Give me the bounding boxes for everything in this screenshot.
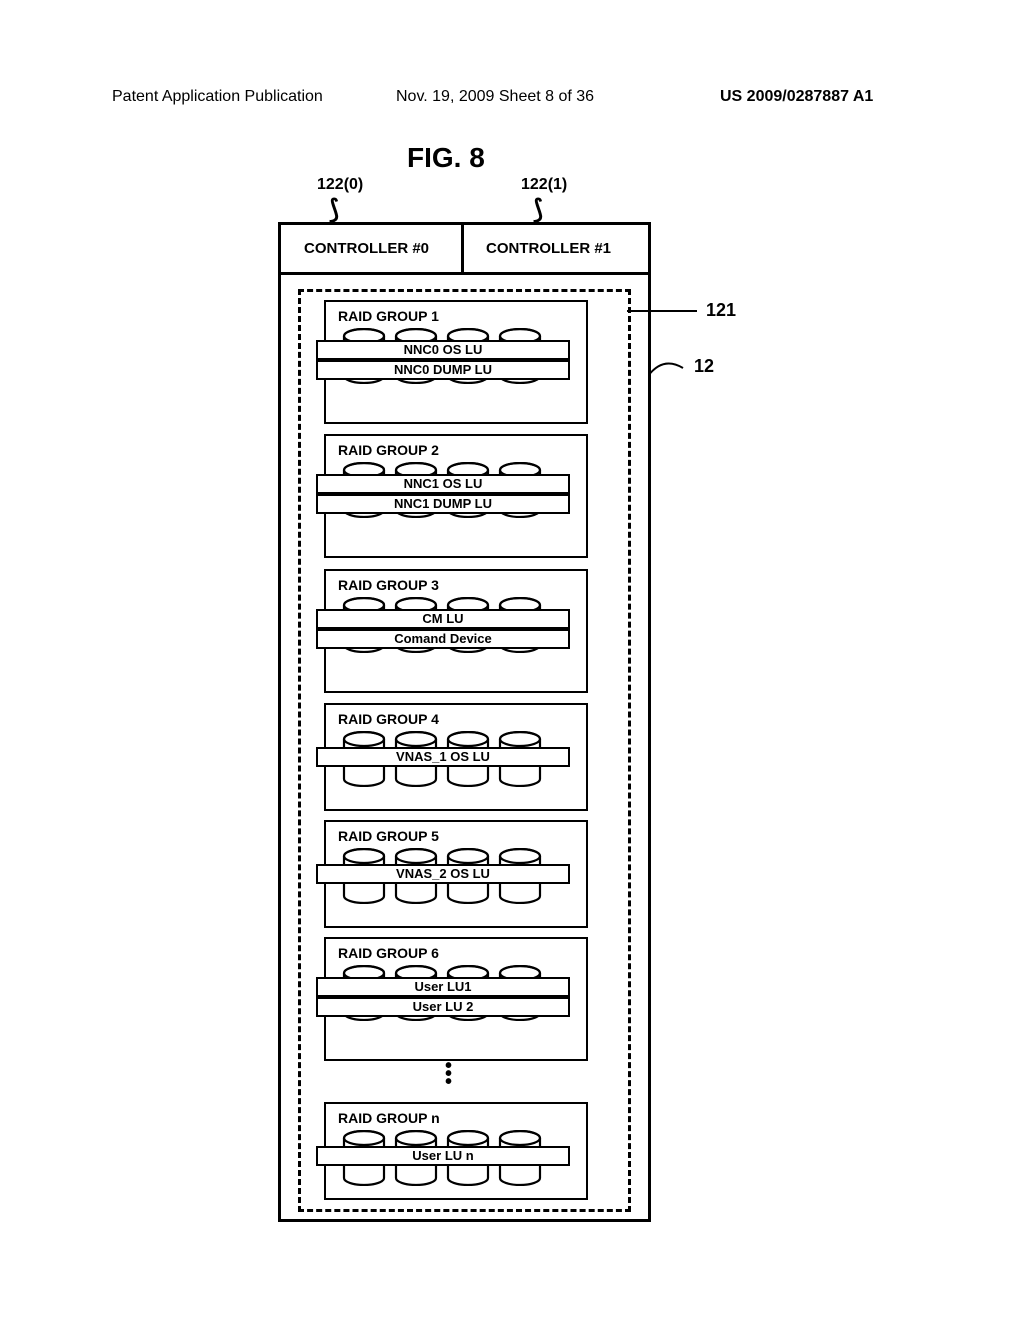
hook-icon: ⟆	[533, 194, 543, 225]
lu-bar: NNC0 OS LU	[316, 340, 570, 360]
lu-bar: User LU 2	[316, 997, 570, 1017]
lu-bar: NNC1 DUMP LU	[316, 494, 570, 514]
header-left: Patent Application Publication	[112, 88, 323, 106]
page: Patent Application Publication Nov. 19, …	[0, 0, 1024, 1320]
header-right: US 2009/0287887 A1	[720, 88, 873, 106]
controller-0-label: CONTROLLER #0	[304, 240, 429, 257]
hook-icon: ⟆	[329, 194, 339, 225]
raid-group-title: RAID GROUP 5	[338, 828, 439, 844]
raid-group-title: RAID GROUP 2	[338, 442, 439, 458]
callout-curve-icon	[648, 356, 688, 386]
raid-group-title: RAID GROUP n	[338, 1110, 440, 1126]
raid-group-title: RAID GROUP 6	[338, 945, 439, 961]
controllers-divider-v	[461, 222, 464, 272]
lu-bar: NNC1 OS LU	[316, 474, 570, 494]
lu-bar: User LU1	[316, 977, 570, 997]
lu-bar: CM LU	[316, 609, 570, 629]
raid-group: RAID GROUP 3CM LUComand Device	[324, 569, 588, 693]
callout-line	[627, 310, 697, 312]
lu-bar: Comand Device	[316, 629, 570, 649]
lu-bar: NNC0 DUMP LU	[316, 360, 570, 380]
raid-group: RAID GROUP nUser LU n	[324, 1102, 588, 1200]
lu-bar: VNAS_1 OS LU	[316, 747, 570, 767]
raid-group: RAID GROUP 1NNC0 OS LUNNC0 DUMP LU	[324, 300, 588, 424]
controllers-divider-h	[278, 272, 648, 275]
ellipsis-icon: •••	[445, 1062, 452, 1086]
lu-bar: User LU n	[316, 1146, 570, 1166]
raid-group: RAID GROUP 6User LU1User LU 2	[324, 937, 588, 1061]
raid-group-title: RAID GROUP 4	[338, 711, 439, 727]
controller-0-callout: 122(0)	[317, 176, 363, 194]
lu-bar: VNAS_2 OS LU	[316, 864, 570, 884]
raid-group-title: RAID GROUP 3	[338, 577, 439, 593]
callout-12: 12	[694, 356, 714, 377]
controller-1-callout: 122(1)	[521, 176, 567, 194]
figure-title: FIG. 8	[407, 142, 485, 174]
raid-group-title: RAID GROUP 1	[338, 308, 439, 324]
header-center: Nov. 19, 2009 Sheet 8 of 36	[396, 88, 594, 106]
callout-121: 121	[706, 300, 736, 321]
raid-group: RAID GROUP 2NNC1 OS LUNNC1 DUMP LU	[324, 434, 588, 558]
raid-group: RAID GROUP 5VNAS_2 OS LU	[324, 820, 588, 928]
controller-1-label: CONTROLLER #1	[486, 240, 611, 257]
raid-group: RAID GROUP 4VNAS_1 OS LU	[324, 703, 588, 811]
